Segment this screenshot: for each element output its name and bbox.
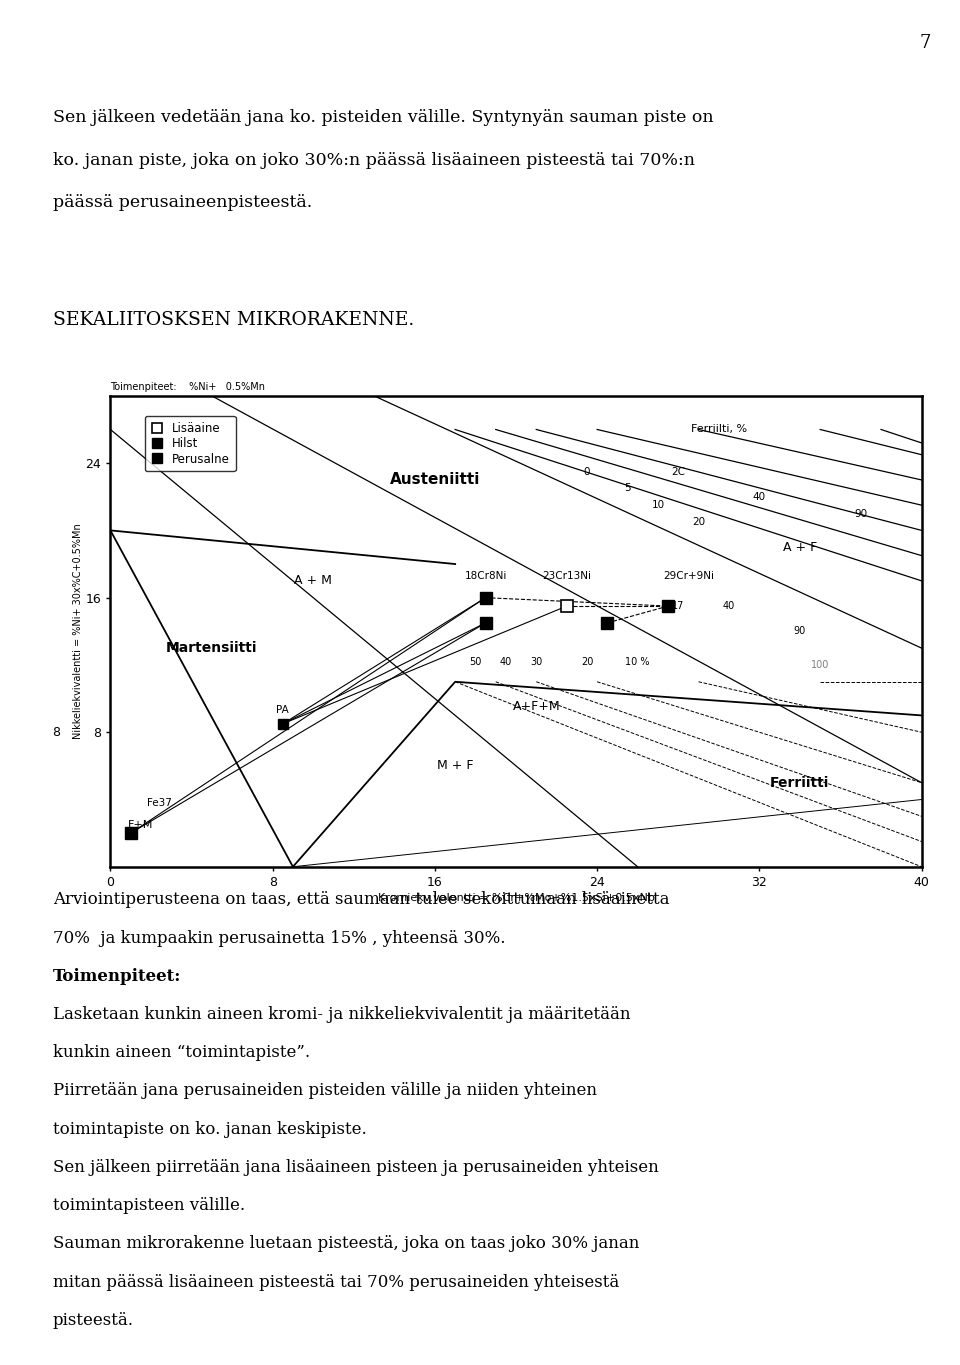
Text: F+M: F+M bbox=[128, 820, 154, 830]
Text: ko. janan piste, joka on joko 30%:n päässä lisäaineen pisteestä tai 70%:n: ko. janan piste, joka on joko 30%:n pääs… bbox=[53, 152, 695, 168]
Text: 8: 8 bbox=[52, 726, 60, 738]
Text: 0: 0 bbox=[584, 467, 590, 476]
Y-axis label: Nikkeliekvivalentti = %Ni+ 30x%C+0.5%Mn: Nikkeliekvivalentti = %Ni+ 30x%C+0.5%Mn bbox=[73, 523, 83, 740]
Text: 30: 30 bbox=[530, 657, 542, 666]
Text: Piirretään jana perusaineiden pisteiden välille ja niiden yhteinen: Piirretään jana perusaineiden pisteiden … bbox=[53, 1082, 597, 1099]
Text: 17: 17 bbox=[672, 601, 684, 612]
Text: Toimenpiteet:: Toimenpiteet: bbox=[53, 968, 181, 984]
Text: 70%  ja kumpaakin perusainetta 15% , yhteensä 30%.: 70% ja kumpaakin perusainetta 15% , yhte… bbox=[53, 930, 505, 946]
Text: 10 %: 10 % bbox=[625, 657, 650, 666]
Text: PA: PA bbox=[276, 706, 289, 715]
Text: 40: 40 bbox=[723, 601, 735, 612]
Text: 40: 40 bbox=[753, 491, 766, 502]
Text: Ferriilti, %: Ferriilti, % bbox=[691, 425, 747, 434]
Text: Lasketaan kunkin aineen kromi- ja nikkeliekvivalentit ja määritetään: Lasketaan kunkin aineen kromi- ja nikkel… bbox=[53, 1006, 631, 1022]
Text: 23Cr13Ni: 23Cr13Ni bbox=[542, 571, 591, 581]
X-axis label: Kromiekv.valentti = %Cr+%Mo+%1.5xSi+0.5xNb: Kromiekv.valentti = %Cr+%Mo+%1.5xSi+0.5x… bbox=[377, 893, 655, 904]
Text: toimintapisteen välille.: toimintapisteen välille. bbox=[53, 1197, 245, 1213]
Text: toimintapiste on ko. janan keskipiste.: toimintapiste on ko. janan keskipiste. bbox=[53, 1121, 367, 1137]
Text: 50: 50 bbox=[469, 657, 482, 666]
Text: 18Cr8Ni: 18Cr8Ni bbox=[465, 571, 507, 581]
Text: Sen jälkeen piirretään jana lisäaineen pisteen ja perusaineiden yhteisen: Sen jälkeen piirretään jana lisäaineen p… bbox=[53, 1159, 659, 1175]
Text: 90: 90 bbox=[854, 509, 867, 519]
Text: pisteestä.: pisteestä. bbox=[53, 1312, 133, 1328]
Text: mitan päässä lisäaineen pisteestä tai 70% perusaineiden yhteisestä: mitan päässä lisäaineen pisteestä tai 70… bbox=[53, 1274, 619, 1290]
Text: SEKALIITOSKSEN MIKRORAKENNE.: SEKALIITOSKSEN MIKRORAKENNE. bbox=[53, 311, 414, 329]
Text: Austeniitti: Austeniitti bbox=[390, 472, 480, 487]
Text: A+F+M: A+F+M bbox=[513, 700, 560, 714]
Text: 29Cr+9Ni: 29Cr+9Ni bbox=[662, 571, 714, 581]
Text: 20: 20 bbox=[692, 517, 705, 527]
Text: 100: 100 bbox=[811, 659, 829, 670]
Text: 90: 90 bbox=[794, 627, 806, 636]
Text: M + F: M + F bbox=[437, 759, 473, 773]
Text: päässä perusaineenpisteestä.: päässä perusaineenpisteestä. bbox=[53, 194, 312, 210]
Text: Toimenpiteet:    %Ni+   0.5%Mn: Toimenpiteet: %Ni+ 0.5%Mn bbox=[110, 382, 265, 392]
Text: 20: 20 bbox=[581, 657, 593, 666]
Legend: Lisäaine, Hilst, Perusalne: Lisäaine, Hilst, Perusalne bbox=[145, 416, 235, 471]
Text: Sauman mikrorakenne luetaan pisteestä, joka on taas joko 30% janan: Sauman mikrorakenne luetaan pisteestä, j… bbox=[53, 1235, 639, 1252]
Text: kunkin aineen “toimintapiste”.: kunkin aineen “toimintapiste”. bbox=[53, 1044, 310, 1061]
Text: A + F: A + F bbox=[782, 541, 817, 554]
Text: 40: 40 bbox=[500, 657, 512, 666]
Text: Fe37: Fe37 bbox=[147, 799, 172, 808]
Text: Sen jälkeen vedetään jana ko. pisteiden välille. Syntynyän sauman piste on: Sen jälkeen vedetään jana ko. pisteiden … bbox=[53, 109, 713, 126]
Text: 2C: 2C bbox=[671, 467, 685, 476]
Text: 5: 5 bbox=[624, 483, 631, 493]
Text: A + M: A + M bbox=[295, 575, 332, 587]
Text: 7: 7 bbox=[920, 34, 931, 52]
Text: 10: 10 bbox=[652, 500, 664, 511]
Text: Martensiitti: Martensiitti bbox=[166, 642, 257, 655]
Text: Arviointiperusteena on taas, että saumaan tulee sekoittumaan lisäainetta: Arviointiperusteena on taas, että saumaa… bbox=[53, 891, 669, 908]
Text: Ferriitti: Ferriitti bbox=[770, 775, 829, 790]
